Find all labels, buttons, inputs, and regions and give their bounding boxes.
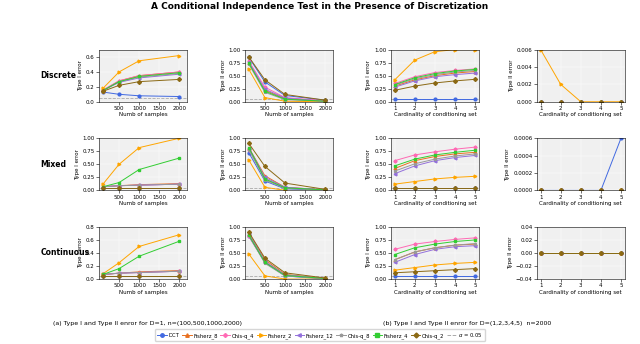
Legend: DCT, Fisherz_8, Chis-q_4, Fisherz_2, Fisherz_12, Chis-q_8, Fisherz_4, Chis-q_2, : DCT, Fisherz_8, Chis-q_4, Fisherz_2, Fis… [156, 329, 484, 341]
Y-axis label: Type II error: Type II error [221, 148, 226, 181]
Text: A Conditional Independence Test in the Presence of Discretization: A Conditional Independence Test in the P… [152, 2, 488, 11]
Text: (b) Type I and Type II enror for D=(1,2,3,4,5)  n=2000: (b) Type I and Type II enror for D=(1,2,… [383, 321, 551, 326]
Y-axis label: Type II error: Type II error [508, 237, 513, 269]
Y-axis label: Type I error: Type I error [367, 60, 371, 91]
X-axis label: Cardinality of conditioning set: Cardinality of conditioning set [394, 201, 476, 206]
Text: (a) Type I and Type II enror for D=1, n=(100,500,1000,2000): (a) Type I and Type II enror for D=1, n=… [52, 321, 242, 326]
X-axis label: Cardinality of conditioning set: Cardinality of conditioning set [540, 290, 622, 294]
Y-axis label: Type II error: Type II error [221, 237, 226, 269]
X-axis label: Cardinality of conditioning set: Cardinality of conditioning set [394, 112, 476, 117]
Y-axis label: Type I error: Type I error [75, 149, 80, 180]
Y-axis label: Type II error: Type II error [506, 148, 510, 181]
X-axis label: Numb of samples: Numb of samples [265, 201, 314, 206]
Y-axis label: Type I error: Type I error [367, 149, 371, 180]
Y-axis label: Type II error: Type II error [509, 60, 514, 92]
Text: Continuous: Continuous [40, 248, 90, 257]
X-axis label: Cardinality of conditioning set: Cardinality of conditioning set [540, 201, 622, 206]
Y-axis label: Type I error: Type I error [78, 238, 83, 268]
Y-axis label: Type II error: Type II error [221, 60, 226, 92]
X-axis label: Numb of samples: Numb of samples [265, 112, 314, 117]
Y-axis label: Type I error: Type I error [367, 238, 371, 268]
X-axis label: Numb of samples: Numb of samples [265, 290, 314, 294]
X-axis label: Numb of samples: Numb of samples [119, 290, 168, 294]
Y-axis label: Type I error: Type I error [78, 60, 83, 91]
X-axis label: Cardinality of conditioning set: Cardinality of conditioning set [394, 290, 476, 294]
Text: Discrete: Discrete [40, 71, 77, 80]
X-axis label: Cardinality of conditioning set: Cardinality of conditioning set [540, 112, 622, 117]
X-axis label: Numb of samples: Numb of samples [119, 201, 168, 206]
X-axis label: Numb of samples: Numb of samples [119, 112, 168, 117]
Text: Mixed: Mixed [40, 160, 67, 169]
